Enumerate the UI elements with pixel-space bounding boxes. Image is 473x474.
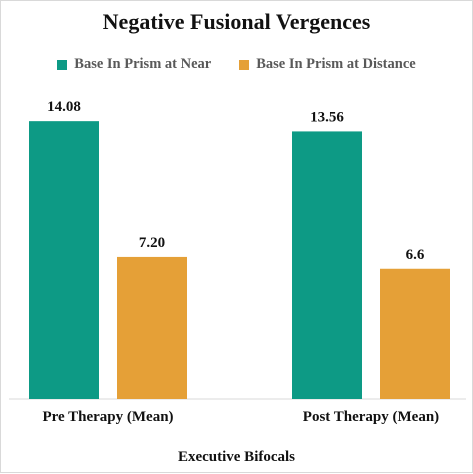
bar-distance-1 [380,268,450,399]
legend-swatch-near [57,59,68,70]
data-label-near-1: 13.56 [310,109,344,125]
x-tick-label-0: Pre Therapy (Mean) [42,409,173,425]
data-label-distance-0: 7.20 [139,235,165,251]
data-label-distance-1: 6.6 [406,247,425,263]
legend: Base In Prism at Near Base In Prism at D… [1,56,472,73]
legend-swatch-distance [239,59,250,70]
bar-near-1 [292,131,362,399]
legend-label-near: Base In Prism at Near [74,56,212,72]
bar-distance-0 [117,256,187,399]
legend-item-distance: Base In Prism at Distance [239,56,416,73]
legend-label-distance: Base In Prism at Distance [256,56,416,72]
chart-title: Negative Fusional Vergences [102,9,371,34]
bar-near-0 [29,121,99,399]
x-axis-title: Executive Bifocals [177,449,296,465]
x-tick-label-1: Post Therapy (Mean) [303,409,439,425]
legend-item-near: Base In Prism at Near [57,56,211,73]
data-label-near-0: 14.08 [47,99,81,115]
